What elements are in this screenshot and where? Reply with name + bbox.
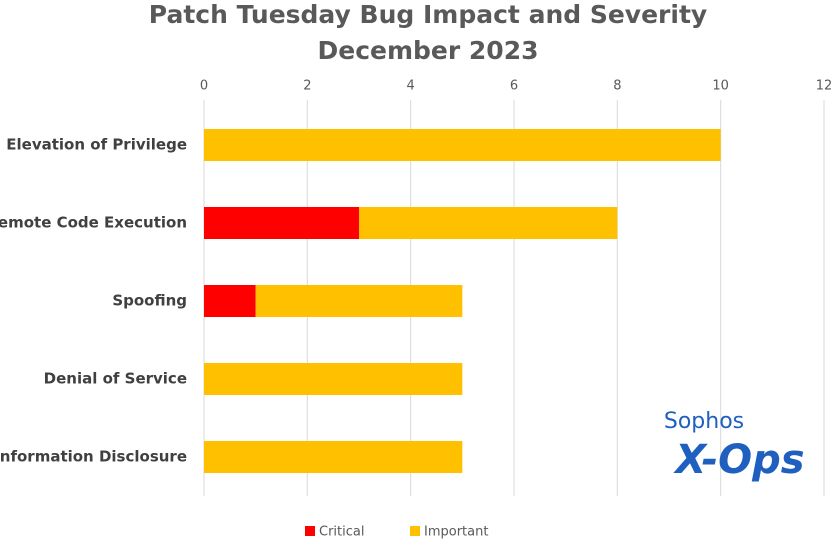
bar-segment <box>204 207 359 239</box>
y-tick-label: Elevation of Privilege <box>6 136 187 154</box>
y-tick-label: Information Disclosure <box>0 448 187 466</box>
logo-line1: Sophos <box>664 409 744 434</box>
chart-subtitle: December 2023 <box>318 36 539 65</box>
bar-segment <box>255 285 463 317</box>
x-tick-label: 10 <box>712 79 729 94</box>
x-tick-label: 8 <box>613 79 621 94</box>
legend-swatch <box>410 526 420 536</box>
bar-segment <box>204 441 463 473</box>
y-tick-label: Denial of Service <box>44 370 187 388</box>
bar-segment <box>359 207 618 239</box>
y-tick-label: Remote Code Execution <box>0 214 187 232</box>
logo-line2: X-Ops <box>672 437 804 483</box>
x-tick-label: 2 <box>303 79 311 94</box>
bar-segment <box>204 285 256 317</box>
legend-label: Important <box>424 525 488 540</box>
legend-swatch <box>305 526 315 536</box>
y-tick-label: Spoofing <box>112 292 187 310</box>
bar-segment <box>204 129 721 161</box>
chart-title: Patch Tuesday Bug Impact and Severity <box>149 0 707 29</box>
x-tick-label: 12 <box>816 79 833 94</box>
bar-segment <box>204 363 463 395</box>
logo: Sophos X-Ops <box>664 409 805 483</box>
legend-label: Critical <box>319 525 364 540</box>
x-tick-label: 0 <box>200 79 208 94</box>
x-tick-label: 4 <box>407 79 415 94</box>
x-tick-label: 6 <box>510 79 518 94</box>
